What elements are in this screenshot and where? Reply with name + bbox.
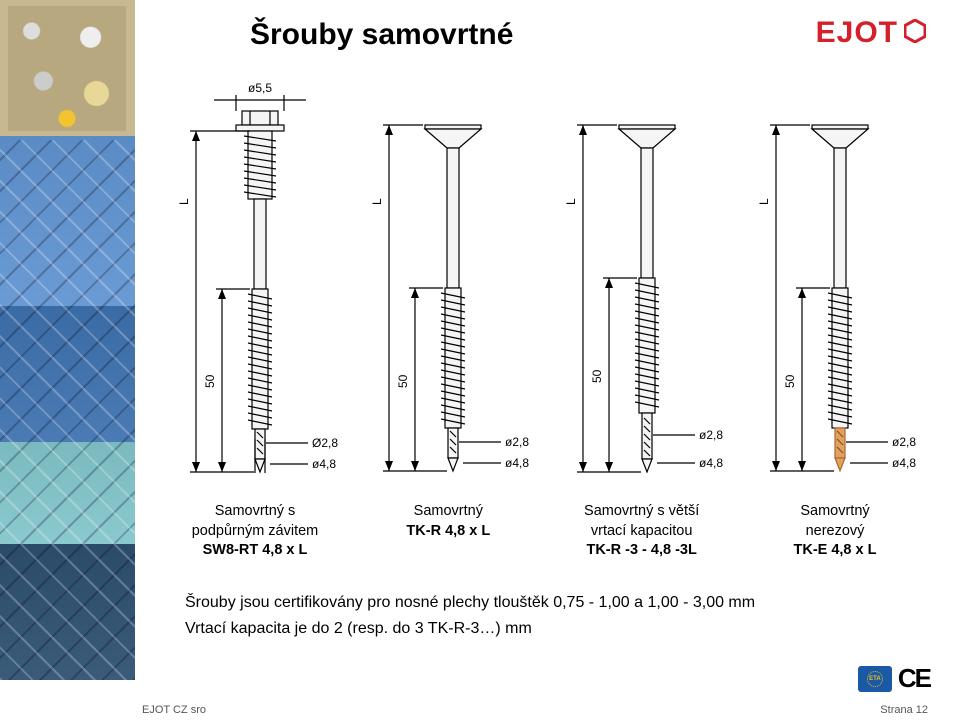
- caption-tkr3: Samovrtný s větší vrtací kapacitou TK-R …: [547, 502, 737, 561]
- certification-badges: ETA CE: [858, 663, 930, 694]
- caption-line-bold: TK-R -3 - 4,8 -3L: [547, 541, 737, 561]
- footer-page-number: Strana 12: [880, 704, 928, 716]
- dim-lower2: ø4,8: [699, 456, 723, 470]
- dim-L-label: L: [564, 198, 578, 205]
- screw-diagram-tke: L 50 ø2,8 ø4,8: [740, 70, 930, 500]
- screw-diagram-tkr: L 50 ø2,8 ø4,8: [353, 70, 543, 500]
- dim-lower2: ø4,8: [312, 457, 336, 471]
- logo-hex-icon: [904, 19, 926, 43]
- notes-block: Šrouby jsou certifikovány pro nosné plec…: [185, 590, 755, 641]
- caption-line-bold: TK-E 4,8 x L: [740, 541, 930, 561]
- dim-L-label: L: [370, 198, 384, 205]
- dim-lower2: ø4,8: [892, 456, 916, 470]
- caption-tke: Samovrtný nerezový TK-E 4,8 x L: [740, 502, 930, 561]
- dim-lower2: ø4,8: [505, 456, 529, 470]
- note-line: Vrtací kapacita je do 2 (resp. do 3 TK-R…: [185, 616, 755, 642]
- eta-badge-icon: ETA: [858, 666, 892, 692]
- caption-line: Samovrtný: [740, 502, 930, 522]
- dim-L-label: L: [177, 198, 191, 205]
- caption-line-bold: SW8-RT 4,8 x L: [160, 541, 350, 561]
- dim-lower1: Ø2,8: [312, 436, 338, 450]
- sidebar-collage-photo: [0, 0, 135, 680]
- caption-line: nerezový: [740, 522, 930, 542]
- caption-line: Samovrtný s větší: [547, 502, 737, 522]
- caption-line: Samovrtný: [353, 502, 543, 522]
- ce-mark-icon: CE: [898, 663, 930, 694]
- caption-line: podpůrným závitem: [160, 522, 350, 542]
- footer-company: EJOT CZ sro: [142, 704, 206, 716]
- dim-50-label: 50: [396, 374, 410, 388]
- dim-lower1: ø2,8: [892, 435, 916, 449]
- screw-diagram-tkr3: L 50 ø2,8 ø4,8: [547, 70, 737, 500]
- eta-text: ETA: [869, 676, 881, 682]
- note-line: Šrouby jsou certifikovány pro nosné plec…: [185, 590, 755, 616]
- dim-50-label: 50: [203, 374, 217, 388]
- dim-lower1: ø2,8: [699, 428, 723, 442]
- screw-diagram-sw8rt: ø5,5: [160, 70, 350, 500]
- caption-line-bold: TK-R 4,8 x L: [353, 522, 543, 542]
- dim-50-label: 50: [590, 369, 604, 383]
- dim-50-label: 50: [783, 374, 797, 388]
- caption-sw8rt: Samovrtný s podpůrným závitem SW8-RT 4,8…: [160, 502, 350, 561]
- dim-top-label: ø5,5: [248, 81, 272, 95]
- caption-line: vrtací kapacitou: [547, 522, 737, 542]
- logo-text: EJOT: [816, 16, 898, 50]
- dim-L-label: L: [757, 198, 771, 205]
- caption-line: Samovrtný s: [160, 502, 350, 522]
- brand-logo: EJOT: [816, 16, 926, 50]
- dim-lower1: ø2,8: [505, 435, 529, 449]
- page-title: Šrouby samovrtné: [250, 18, 513, 52]
- caption-tkr: Samovrtný TK-R 4,8 x L: [353, 502, 543, 561]
- caption-row: Samovrtný s podpůrným závitem SW8-RT 4,8…: [160, 502, 930, 561]
- screw-diagram-row: ø5,5: [160, 70, 930, 500]
